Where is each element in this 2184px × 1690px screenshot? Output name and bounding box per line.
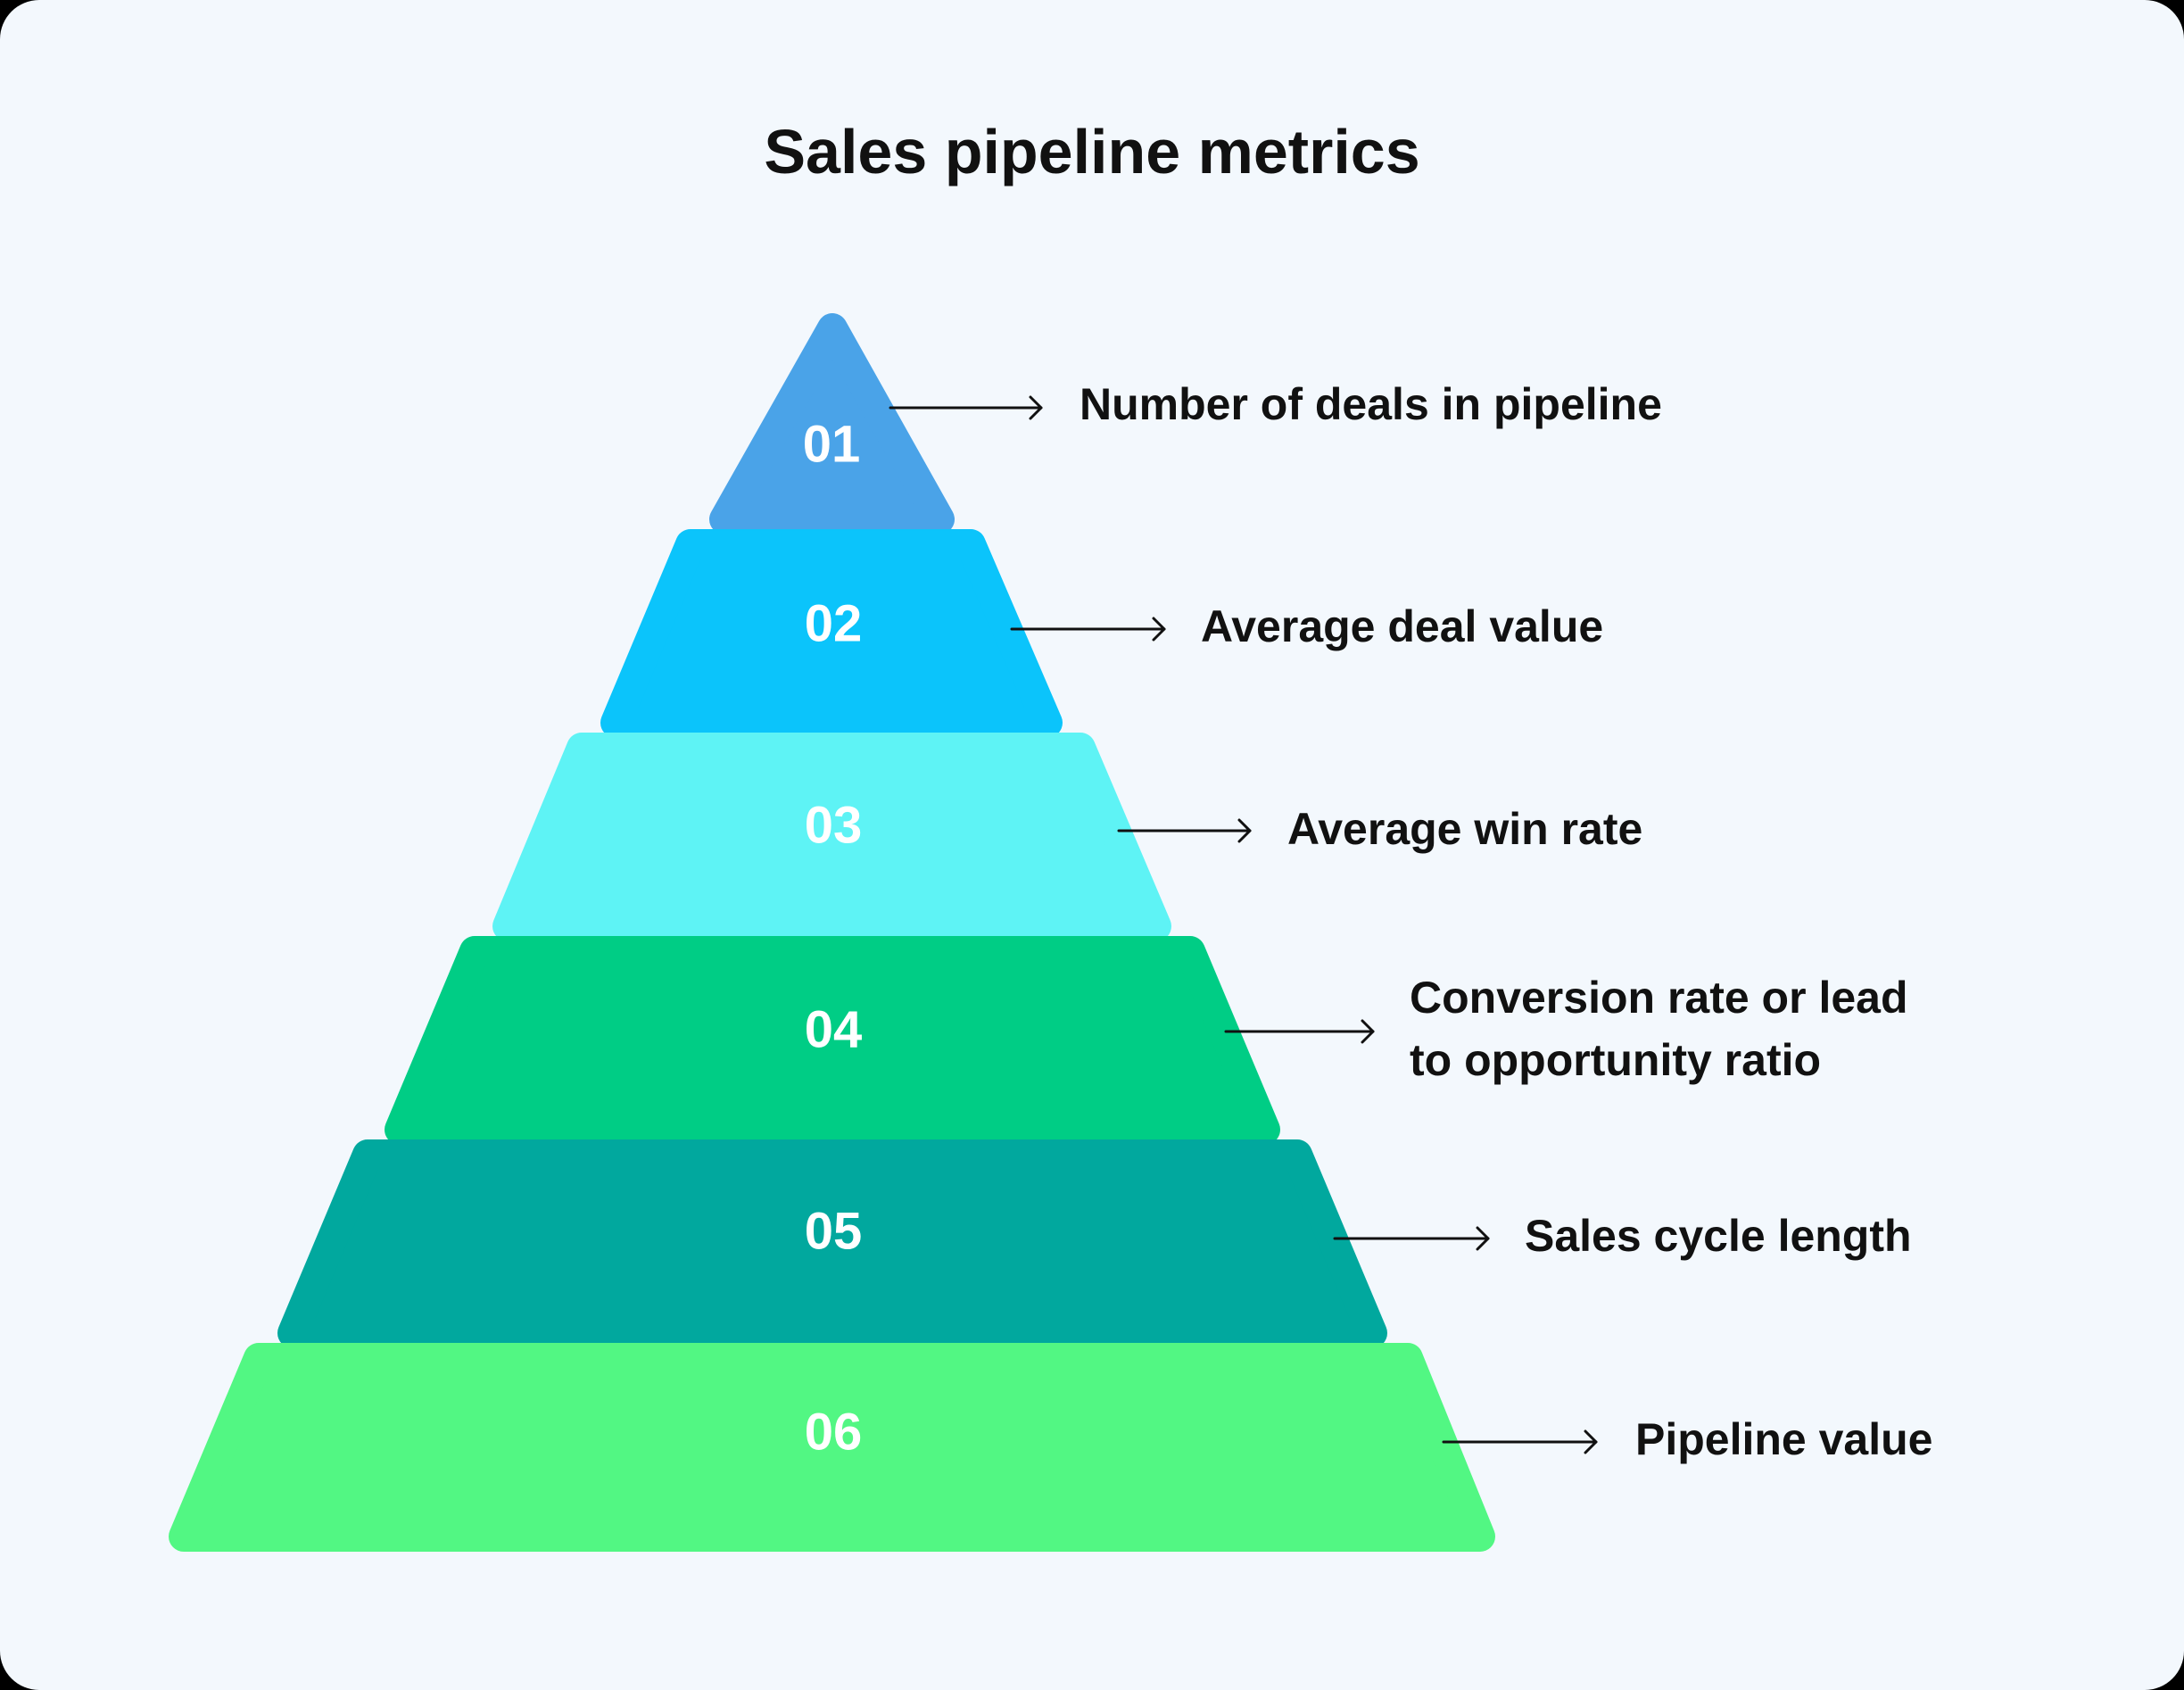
tier-shape <box>709 313 955 534</box>
arrow-head-icon <box>1361 1019 1375 1044</box>
tier-number: 06 <box>805 1403 863 1461</box>
tier-01: 01 Number of deals in pipeline <box>709 313 1662 534</box>
arrow-head-icon <box>1152 617 1166 642</box>
tier-02: 02 Average deal value <box>600 529 1603 738</box>
tier-label: Pipeline value <box>1635 1414 1932 1464</box>
tier-label: to opportunity ratio <box>1410 1035 1821 1085</box>
tier-shape <box>169 1343 1495 1552</box>
tier-number: 01 <box>803 415 861 473</box>
tier-shape <box>385 936 1280 1145</box>
tier-label: Number of deals in pipeline <box>1080 379 1662 429</box>
tier-shape <box>492 733 1171 941</box>
tier-06: 06 Pipeline value <box>169 1343 1932 1552</box>
tier-number: 03 <box>805 796 863 854</box>
tier-number: 05 <box>805 1202 863 1260</box>
tier-label: Conversion rate or lead <box>1410 973 1908 1023</box>
tier-number: 02 <box>805 594 863 652</box>
tier-03: 03 Average win rate <box>492 733 1642 941</box>
tier-number: 04 <box>805 1000 863 1058</box>
page-title: Sales pipeline metrics <box>764 117 1420 186</box>
arrow-head-icon <box>1476 1226 1490 1251</box>
tier-05: 05 Sales cycle length <box>277 1139 1912 1348</box>
arrow-head-icon <box>1237 818 1252 843</box>
arrow-head-icon <box>1584 1429 1598 1454</box>
tier-shape <box>277 1139 1387 1348</box>
arrow-head-icon <box>1029 395 1043 420</box>
tier-label: Average deal value <box>1201 601 1603 651</box>
tier-label: Average win rate <box>1287 804 1642 854</box>
tier-shape <box>600 529 1063 738</box>
tier-label: Sales cycle length <box>1525 1211 1912 1261</box>
tier-04: 04 Conversion rate or lead to opportunity … <box>385 936 1908 1145</box>
